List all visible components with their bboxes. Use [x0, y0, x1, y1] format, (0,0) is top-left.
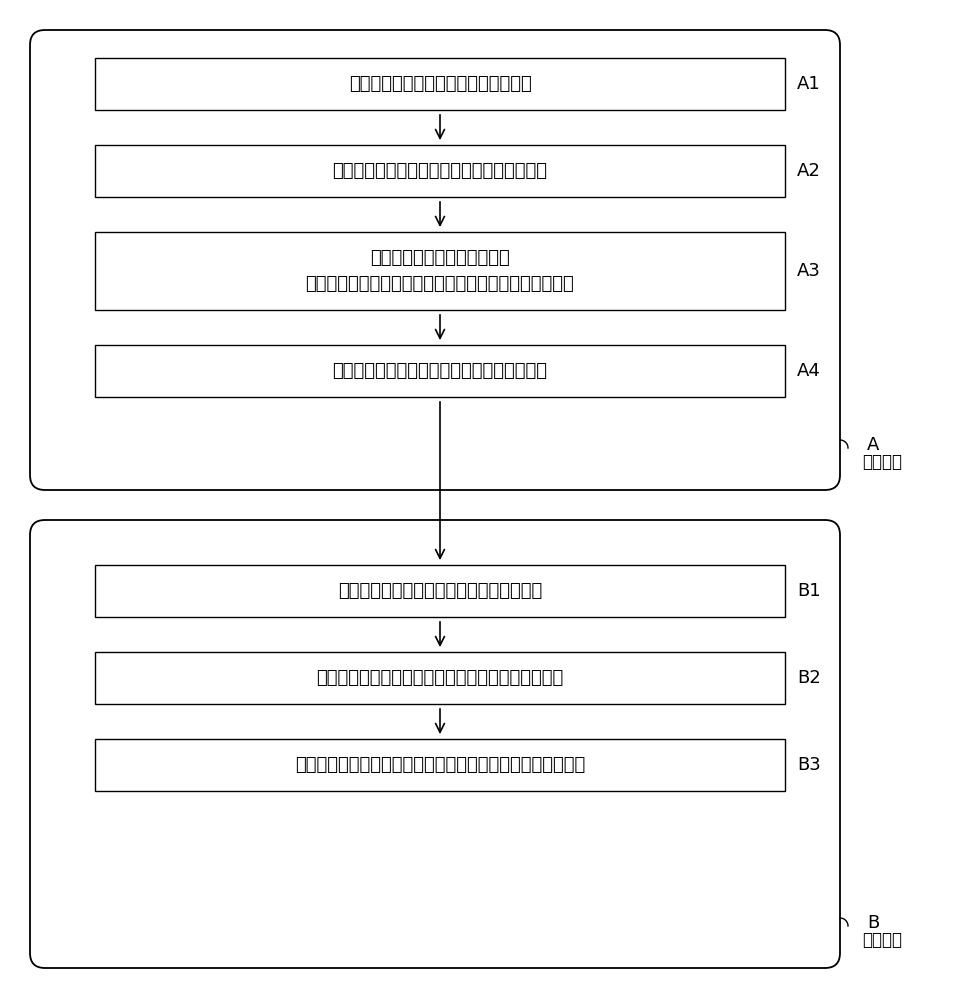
FancyBboxPatch shape [30, 30, 840, 490]
Text: 建立所述基准方向场模板与参考点分布的映射: 建立所述基准方向场模板与参考点分布的映射 [332, 362, 548, 380]
FancyBboxPatch shape [30, 520, 840, 968]
Text: A: A [867, 436, 879, 454]
Bar [95, 232, 785, 310]
Text: 在线阶段: 在线阶段 [862, 931, 902, 949]
Text: 离线阶段: 离线阶段 [862, 453, 902, 471]
Text: 对输入的现场指纹图片进行初始方向场提取: 对输入的现场指纹图片进行初始方向场提取 [338, 582, 542, 600]
Text: A4: A4 [797, 362, 821, 380]
Bar [95, 345, 785, 397]
Text: 对基准方向场进行提取，获得基准方向场模板: 对基准方向场进行提取，获得基准方向场模板 [332, 162, 548, 180]
Text: B1: B1 [797, 582, 821, 600]
Text: 对训练指纹图像进行基准方向场的标定: 对训练指纹图像进行基准方向场的标定 [349, 75, 531, 93]
Text: A1: A1 [797, 75, 821, 93]
Text: B3: B3 [797, 756, 821, 774]
Text: A2: A2 [797, 162, 821, 180]
Text: 对基准方向场模板进行聚类，
并对每类模板在指纹的不同位置出现的概率分布进行估计: 对基准方向场模板进行聚类， 并对每类模板在指纹的不同位置出现的概率分布进行估计 [305, 249, 575, 293]
Text: A3: A3 [797, 262, 821, 280]
Text: B: B [867, 914, 879, 932]
Bar [95, 58, 785, 110]
Text: B2: B2 [797, 669, 821, 687]
Bar [95, 565, 785, 617]
Bar [95, 652, 785, 704]
Text: 基于参考点和参考方向的估计结果，对现场指纹图片进行校正: 基于参考点和参考方向的估计结果，对现场指纹图片进行校正 [295, 756, 585, 774]
Bar [95, 739, 785, 791]
Bar [95, 145, 785, 197]
Text: 对提取到的初始方向场进行参考点和参考方向的估计: 对提取到的初始方向场进行参考点和参考方向的估计 [317, 669, 563, 687]
